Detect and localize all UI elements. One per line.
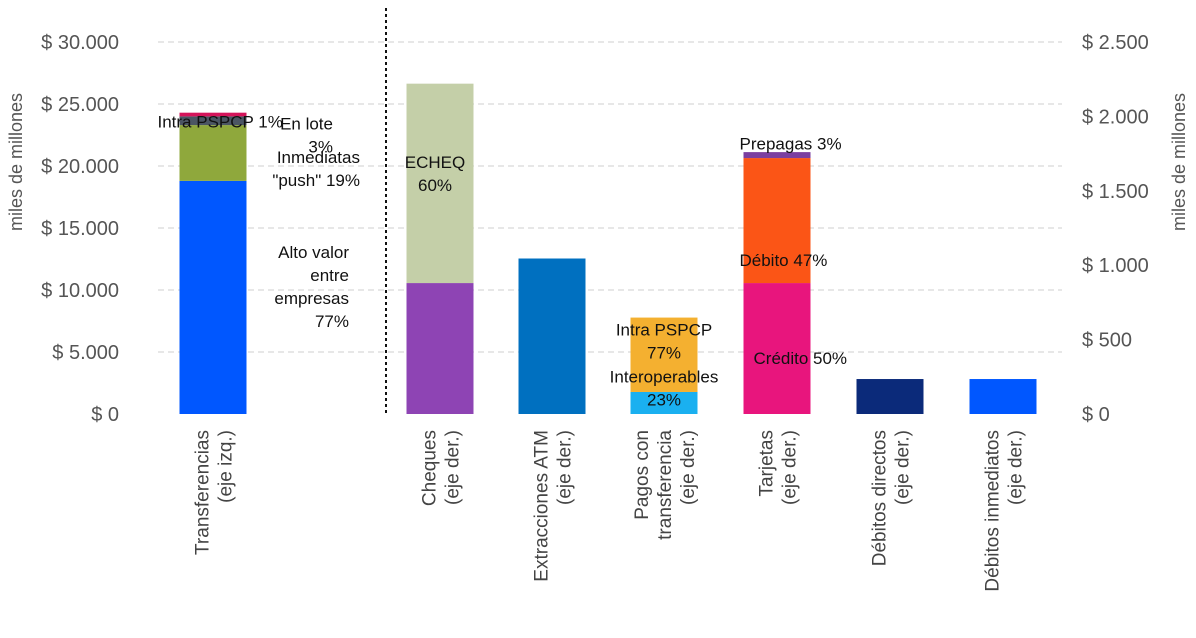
x-tick-label-line: (eje der.) bbox=[1006, 430, 1027, 505]
y-tick-left: $ 30.000 bbox=[41, 32, 119, 54]
x-tick-label: Transferencias (eje izq.) bbox=[193, 430, 237, 555]
data-label: 77% bbox=[315, 312, 349, 331]
x-tick-label-line: transferencia bbox=[655, 430, 676, 540]
data-label: En lote bbox=[280, 115, 333, 134]
y-tick-left: $ 15.000 bbox=[41, 218, 119, 240]
x-axis: Transferencias (eje izq.) Cheques (eje der.… bbox=[193, 430, 1027, 592]
y-axis-left-label: miles de millones bbox=[6, 93, 26, 231]
data-label: 60% bbox=[418, 176, 452, 195]
x-tick-label-line: (eje der.) bbox=[893, 430, 914, 505]
x-tick-label-line: Transferencias bbox=[193, 430, 214, 555]
x-tick-label-line: Débitos inmediatos bbox=[983, 430, 1004, 592]
data-label: ECHEQ bbox=[405, 153, 465, 172]
x-tick-label: Extracciones ATM (eje der.) bbox=[532, 430, 576, 582]
bar-segment bbox=[743, 152, 811, 159]
y-tick-left: $ 20.000 bbox=[41, 156, 119, 178]
data-label: empresas bbox=[274, 289, 349, 308]
y-tick-left: $ 5.000 bbox=[52, 342, 119, 364]
x-tick-label-line: Extracciones ATM bbox=[532, 430, 553, 582]
x-tick-label-line: (eje izq.) bbox=[216, 430, 237, 503]
data-label: entre bbox=[310, 266, 349, 285]
x-tick-label: Cheques (eje der.) bbox=[420, 430, 464, 506]
x-tick-label: Pagos con transferencia (eje der.) bbox=[632, 430, 699, 540]
data-label: 23% bbox=[647, 390, 681, 409]
x-tick-label: Débitos directos (eje der.) bbox=[870, 430, 914, 566]
y-tick-right: $ 2.500 bbox=[1082, 32, 1149, 54]
x-tick-label: Tarjetas (eje der.) bbox=[757, 430, 801, 505]
y-tick-right: $ 1.000 bbox=[1082, 255, 1149, 277]
bar-segment bbox=[630, 391, 698, 414]
y-axis-right: $ 0 $ 500 $ 1.000 $ 1.500 $ 2.000 $ 2.500 bbox=[1082, 32, 1149, 426]
bar-segment bbox=[179, 125, 247, 181]
bar-segment bbox=[406, 83, 474, 284]
bar-segment bbox=[630, 317, 698, 392]
bar-segment bbox=[179, 180, 247, 414]
bar-segment bbox=[179, 112, 247, 117]
data-label: 77% bbox=[647, 343, 681, 362]
x-tick-label: Débitos inmediatos (eje der.) bbox=[983, 430, 1027, 592]
y-tick-right: $ 1.500 bbox=[1082, 181, 1149, 203]
gridlines bbox=[158, 41, 1062, 353]
data-label: 3% bbox=[308, 138, 333, 157]
data-label: Interoperables bbox=[610, 367, 719, 386]
y-tick-left: $ 0 bbox=[91, 404, 119, 426]
data-label: Débito 47% bbox=[740, 251, 828, 270]
y-tick-left: $ 25.000 bbox=[41, 94, 119, 116]
y-tick-right: $ 0 bbox=[1082, 404, 1110, 426]
data-label: "push" 19% bbox=[272, 171, 360, 190]
bars bbox=[179, 83, 1037, 414]
bar-segment bbox=[743, 158, 811, 284]
x-tick-label-line: Cheques bbox=[420, 430, 441, 506]
x-tick-label-line: (eje der.) bbox=[678, 430, 699, 505]
y-axis-left: $ 0 $ 5.000 $ 10.000 $ 15.000 $ 20.000 $ 25.0… bbox=[41, 32, 119, 426]
bar-segment bbox=[179, 116, 247, 126]
bar-segment bbox=[743, 283, 811, 414]
data-label: Inmediatas bbox=[277, 148, 360, 167]
data-label: Crédito 50% bbox=[754, 349, 848, 368]
x-tick-label-line: (eje der.) bbox=[780, 430, 801, 505]
annotations: Intra PSPCP 1%En lote 3%Inmediatas "push" … bbox=[158, 112, 848, 409]
bar-segment bbox=[969, 379, 1037, 414]
x-tick-label-line: Débitos directos bbox=[870, 430, 891, 566]
y-tick-right: $ 500 bbox=[1082, 330, 1132, 352]
data-label: Intra PSPCP bbox=[616, 320, 712, 339]
x-tick-label-line: (eje der.) bbox=[443, 430, 464, 505]
x-tick-label-line: (eje der.) bbox=[555, 430, 576, 505]
y-tick-right: $ 2.000 bbox=[1082, 106, 1149, 128]
data-label: Intra PSPCP 1% bbox=[158, 112, 283, 131]
bar-segment bbox=[518, 258, 586, 414]
x-tick-label-line: Pagos con bbox=[632, 430, 653, 520]
bar-segment bbox=[406, 283, 474, 414]
data-label: Prepagas 3% bbox=[740, 135, 842, 154]
y-axis-right-label: miles de millones bbox=[1169, 93, 1189, 231]
bar-segment bbox=[856, 379, 924, 414]
y-tick-left: $ 10.000 bbox=[41, 280, 119, 302]
data-label: Alto valor bbox=[278, 243, 349, 262]
x-tick-label-line: Tarjetas bbox=[757, 430, 778, 497]
